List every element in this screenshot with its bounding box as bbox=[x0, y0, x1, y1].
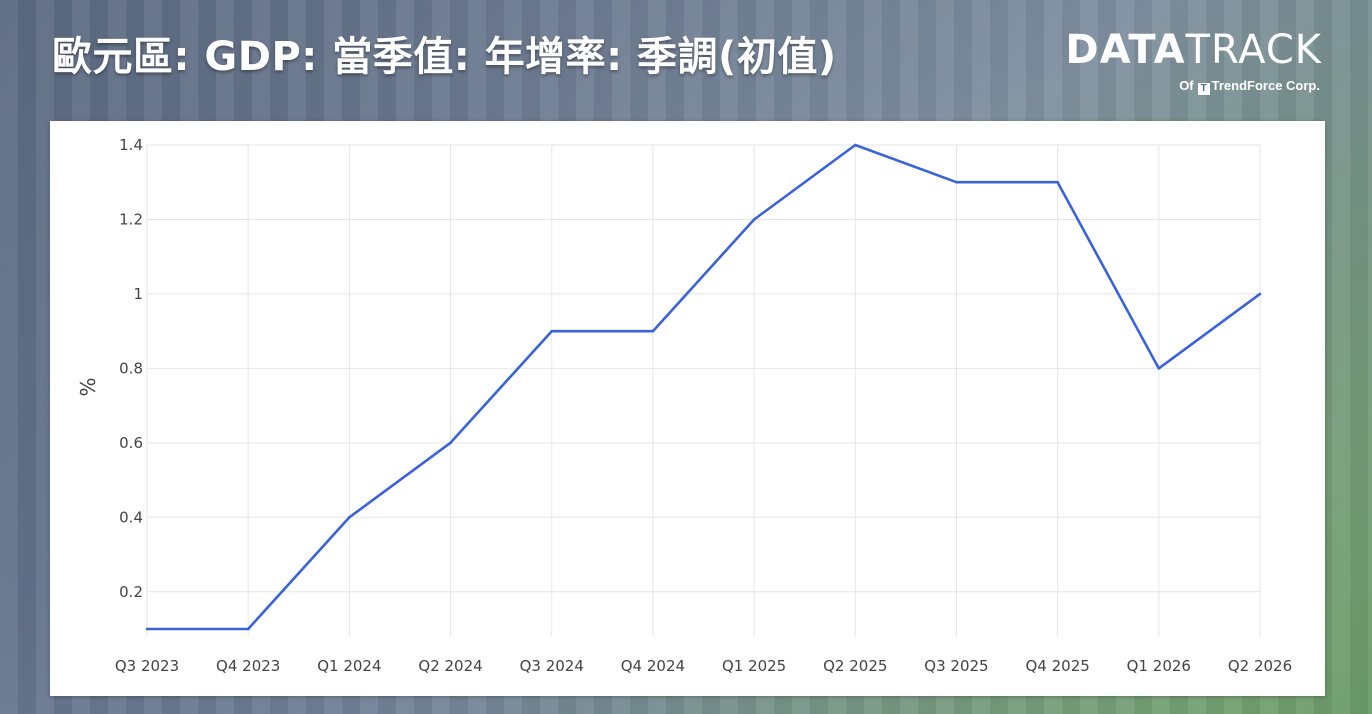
y-tick-label: 1.4 bbox=[119, 136, 143, 154]
horizontal-gridlines bbox=[147, 144, 1260, 593]
data-point bbox=[955, 180, 958, 184]
x-axis-ticks: Q3 2023 Q4 2023 Q1 2024 Q2 2024 Q3 2024 Q4 20… bbox=[115, 657, 1292, 675]
x-tick-label: Q3 2024 bbox=[520, 657, 584, 675]
x-tick-label: Q4 2024 bbox=[621, 657, 685, 675]
page-title: 歐元區: GDP: 當季值: 年增率: 季調(初值) bbox=[52, 34, 837, 80]
x-tick-label: Q2 2025 bbox=[823, 657, 887, 675]
data-point bbox=[550, 329, 554, 333]
logo-subtitle: Of T TrendForce Corp. bbox=[1179, 78, 1320, 95]
x-tick-label: Q1 2024 bbox=[317, 657, 381, 675]
y-axis-label: % bbox=[76, 377, 100, 396]
series-line bbox=[147, 143, 1261, 631]
y-axis-ticks: 0.2 0.4 0.6 0.8 1 1.2 1.4 bbox=[119, 136, 143, 601]
x-tick-label: Q3 2023 bbox=[115, 657, 179, 675]
logo-sub-company: TrendForce Corp. bbox=[1211, 78, 1320, 93]
logo-sub-prefix: Of bbox=[1179, 78, 1194, 93]
x-tick-label: Q3 2025 bbox=[924, 657, 988, 675]
y-tick-label: 1.2 bbox=[119, 210, 143, 228]
data-point bbox=[348, 516, 351, 519]
x-tick-label: Q1 2026 bbox=[1127, 657, 1191, 675]
logo-brand-light: TRACK bbox=[1185, 27, 1322, 73]
x-tick-label: Q4 2023 bbox=[216, 657, 280, 675]
line-chart: 0.2 0.4 0.6 0.8 1 1.2 1.4 Q3 2023 Q4 2023 Q1 202… bbox=[76, 136, 1292, 675]
data-point bbox=[651, 329, 655, 333]
vertical-gridlines bbox=[146, 145, 1261, 637]
data-point bbox=[1157, 367, 1161, 370]
y-tick-label: 0.2 bbox=[119, 583, 143, 601]
data-point bbox=[853, 143, 857, 147]
logo-brand-bold: DATA bbox=[1065, 27, 1186, 73]
datatrack-logo[interactable]: DATATRACK Of T TrendForce Corp. bbox=[1065, 26, 1322, 98]
x-tick-label: Q1 2025 bbox=[722, 657, 786, 675]
data-point bbox=[1258, 292, 1262, 296]
y-tick-label: 0.4 bbox=[119, 508, 143, 526]
data-point bbox=[246, 627, 250, 631]
trendforce-icon: T bbox=[1197, 83, 1210, 95]
data-point bbox=[1056, 180, 1059, 184]
y-tick-label: 0.6 bbox=[119, 434, 143, 452]
x-tick-label: Q2 2024 bbox=[418, 657, 482, 675]
data-point bbox=[145, 627, 149, 631]
x-tick-label: Q2 2026 bbox=[1228, 657, 1292, 675]
logo-wordmark: DATATRACK bbox=[1065, 26, 1322, 74]
x-tick-label: Q4 2025 bbox=[1025, 657, 1089, 675]
y-tick-label: 1 bbox=[133, 285, 143, 303]
data-point bbox=[752, 218, 756, 221]
data-point bbox=[449, 441, 452, 445]
chart-card: 0.2 0.4 0.6 0.8 1 1.2 1.4 Q3 2023 Q4 2023 Q1 202… bbox=[50, 121, 1325, 696]
y-tick-label: 0.8 bbox=[119, 359, 143, 377]
